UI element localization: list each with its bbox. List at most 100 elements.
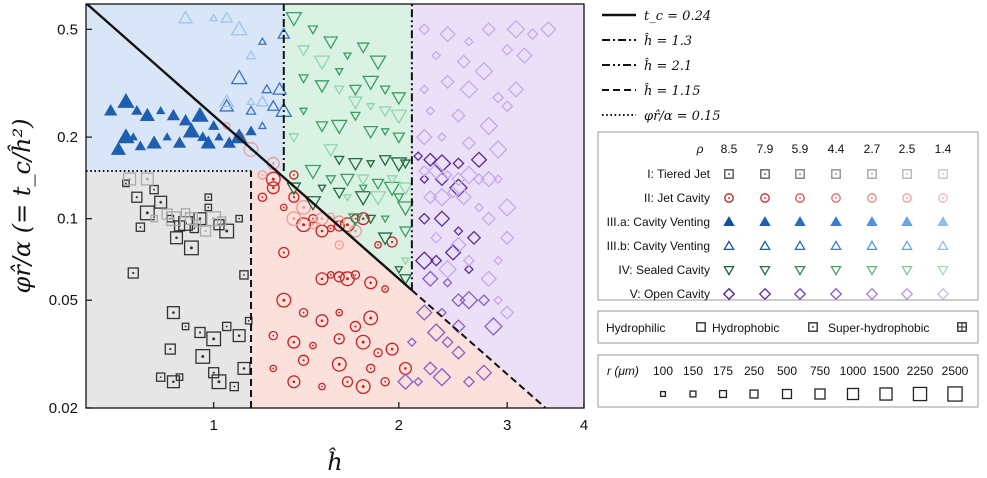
size-value: 2500 <box>942 364 969 378</box>
regime-marker <box>723 240 735 251</box>
data-point-shape <box>269 364 278 373</box>
data-point-shape <box>391 92 407 106</box>
data-point <box>335 308 344 317</box>
data-point-dot <box>237 334 241 337</box>
data-point-shape <box>390 157 408 173</box>
data-point <box>347 157 364 172</box>
data-point-shape <box>268 330 279 341</box>
data-point-dot <box>361 217 365 220</box>
data-point-shape <box>313 55 331 71</box>
regime-marker-shape <box>794 216 806 227</box>
data-point-dot <box>302 223 306 227</box>
data-point-shape <box>377 232 393 246</box>
data-point <box>380 376 390 387</box>
data-point <box>268 330 279 341</box>
data-point-shape <box>447 186 460 199</box>
data-point-shape <box>333 155 345 166</box>
data-point-shape <box>413 376 424 387</box>
boundary-tc-solid <box>86 4 413 292</box>
data-point-shape <box>366 160 376 169</box>
data-point-shape <box>455 188 473 206</box>
regime-marker-shape <box>936 287 950 301</box>
data-point-shape <box>461 135 477 151</box>
data-point-shape <box>204 203 213 212</box>
regime-marker-shape <box>724 193 734 203</box>
data-point <box>287 335 301 349</box>
regime-marker <box>865 287 879 301</box>
data-point-shape <box>314 80 330 94</box>
data-point <box>200 135 216 149</box>
regime-row-label: II: Jet Cavity <box>644 191 710 205</box>
data-point-dot <box>320 277 324 281</box>
data-point <box>334 68 344 77</box>
data-point-shape <box>371 178 385 191</box>
data-point-shape <box>356 174 370 186</box>
data-point <box>451 319 466 334</box>
data-point-dot <box>159 200 162 204</box>
data-point <box>459 290 479 310</box>
regime-marker-shape <box>722 287 736 301</box>
data-point-shape <box>287 375 301 389</box>
data-point-dot <box>171 217 175 221</box>
data-point <box>366 160 376 169</box>
boundary-legend-label: ĥ = 1.15 <box>644 83 700 99</box>
data-point <box>139 205 155 221</box>
data-point-shape <box>456 54 471 69</box>
data-point <box>184 212 198 226</box>
data-point <box>219 223 235 239</box>
regime-marker <box>759 216 771 227</box>
data-point-shape <box>378 106 392 118</box>
regime-marker-shape <box>723 216 735 227</box>
size-value: 175 <box>713 364 733 378</box>
data-point <box>183 240 199 256</box>
data-point-dot <box>338 337 341 340</box>
data-point <box>493 255 504 266</box>
data-point <box>245 125 257 136</box>
regime-marker-dot <box>728 197 730 199</box>
size-value: 1000 <box>840 364 867 378</box>
data-point <box>266 181 280 195</box>
data-point-shape <box>204 193 213 202</box>
data-point-dot <box>212 371 215 374</box>
regime-marker <box>866 240 878 251</box>
data-point-shape <box>349 320 362 333</box>
size-marker <box>814 388 826 400</box>
regime-regions <box>86 4 584 408</box>
data-point-shape <box>166 108 181 121</box>
boundary-tc-dashed <box>411 289 547 408</box>
data-point <box>362 75 380 91</box>
data-point-shape <box>397 373 414 391</box>
data-point-shape <box>209 13 219 22</box>
regime-marker <box>760 193 770 203</box>
data-point-shape <box>347 96 364 110</box>
data-point-dot <box>329 227 332 230</box>
data-point-shape <box>246 96 256 106</box>
data-point-shape <box>516 47 533 64</box>
data-point <box>279 203 288 212</box>
regime-row-label: III.b: Cavity Venting <box>607 239 710 253</box>
data-point-shape <box>162 132 172 141</box>
data-point-dot <box>361 385 365 389</box>
data-point-shape <box>414 251 434 271</box>
data-point <box>146 135 162 149</box>
data-point <box>377 232 393 246</box>
data-point-dot <box>175 236 178 240</box>
regime-table-frame <box>597 131 979 301</box>
data-point <box>451 345 466 360</box>
data-point <box>181 322 190 331</box>
data-point-dot <box>312 217 314 220</box>
data-point <box>232 329 246 343</box>
data-point-shape <box>385 342 399 356</box>
data-point <box>442 277 453 288</box>
data-point-dot <box>247 319 250 322</box>
data-point <box>484 317 503 336</box>
data-point <box>456 54 471 69</box>
data-point-dot <box>369 367 372 370</box>
data-point <box>438 259 457 279</box>
data-point-shape <box>326 224 335 233</box>
data-point-dot <box>345 223 349 227</box>
data-point-dot <box>153 188 155 191</box>
regime-marker <box>901 240 913 251</box>
data-point-dot <box>207 196 210 199</box>
data-point <box>396 201 415 217</box>
